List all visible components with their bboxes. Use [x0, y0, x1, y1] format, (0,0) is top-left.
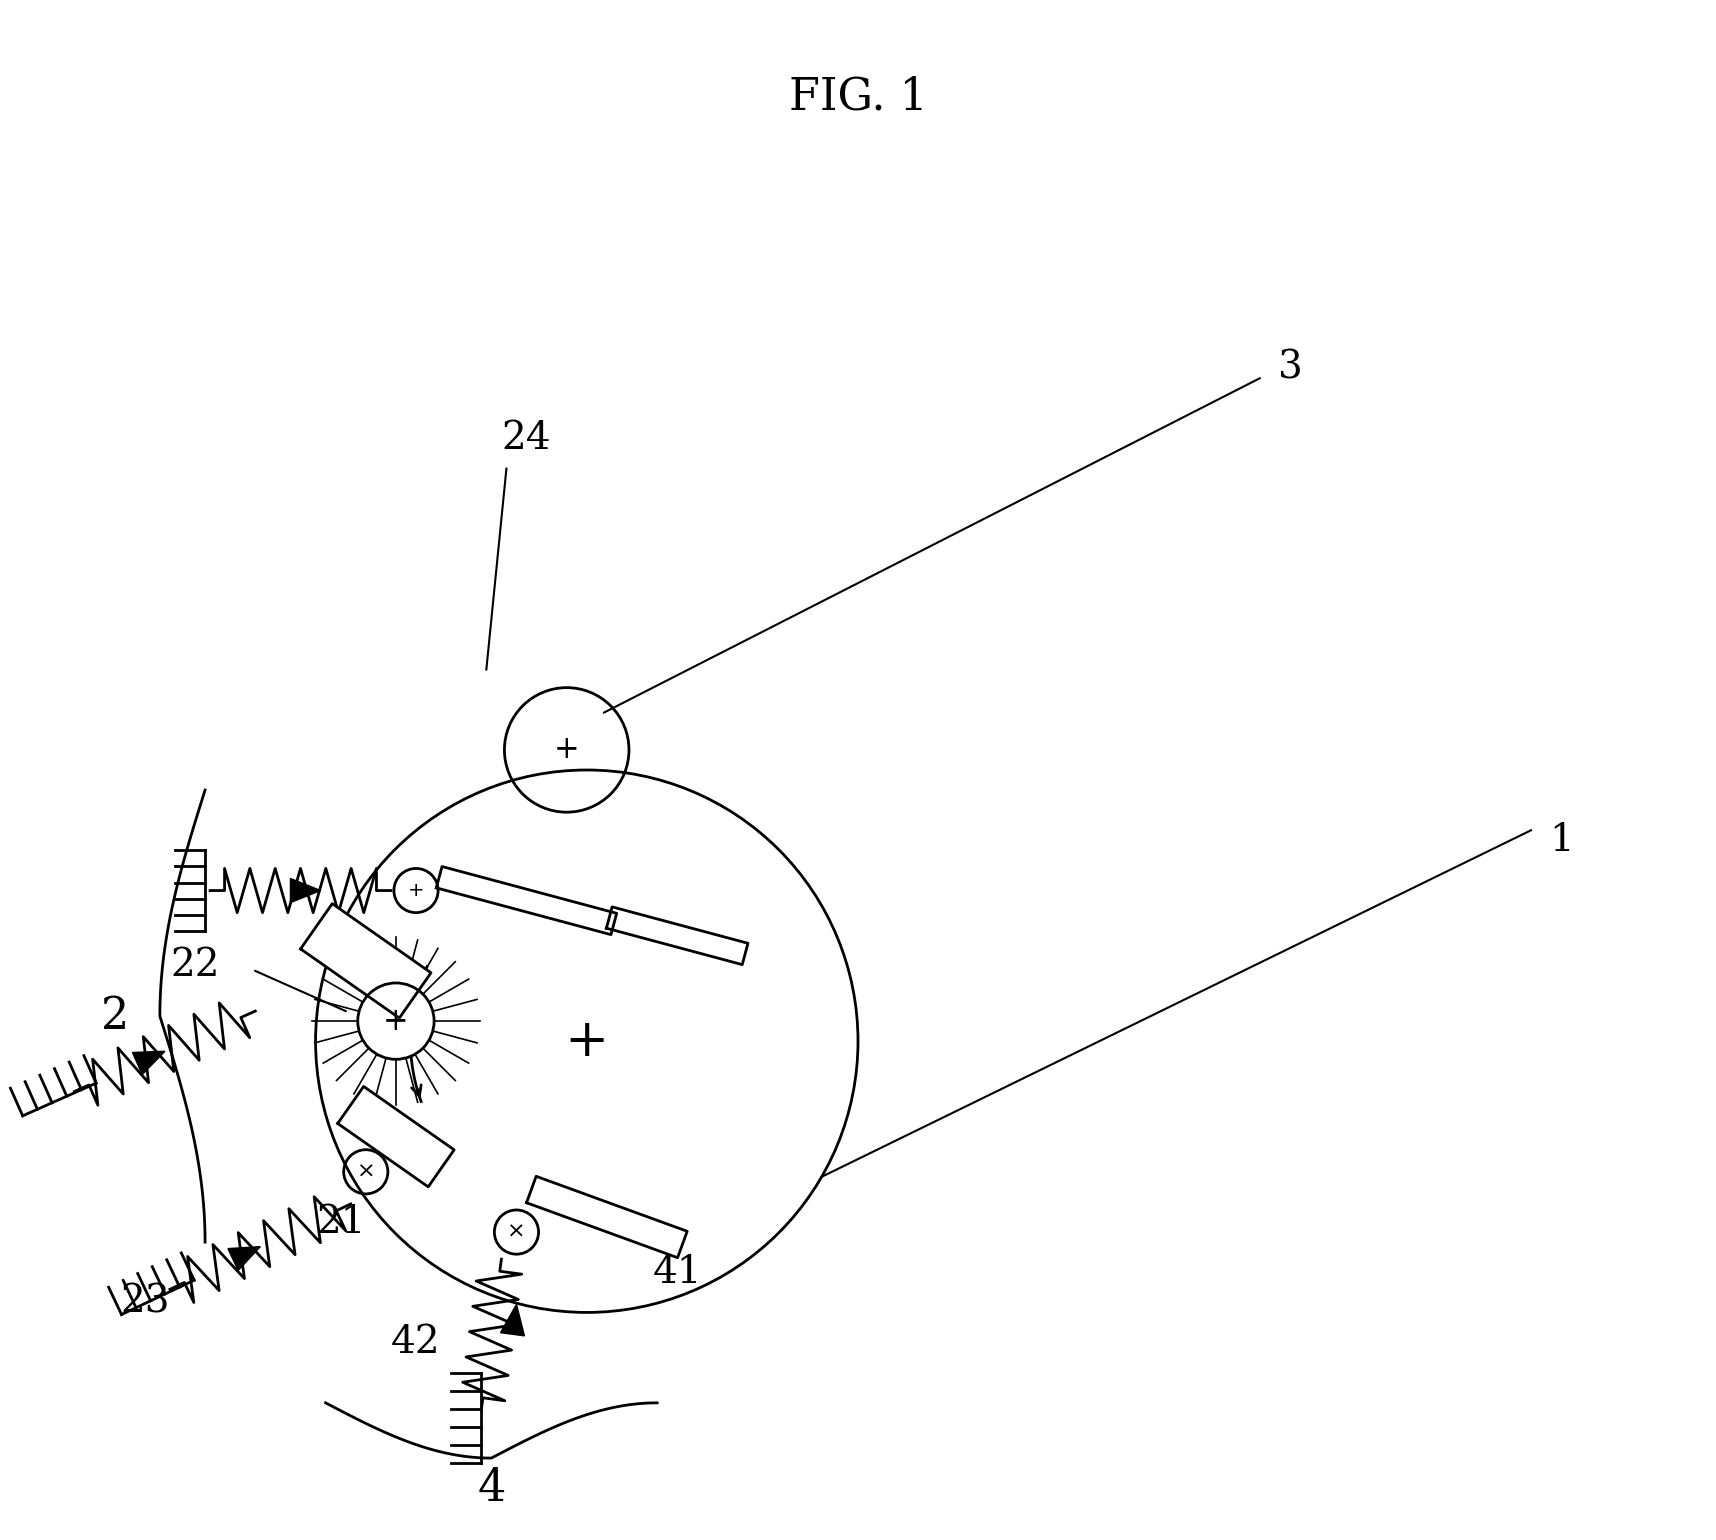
Polygon shape	[527, 1177, 686, 1258]
Polygon shape	[228, 1247, 261, 1270]
Text: 23: 23	[120, 1284, 170, 1321]
Text: ×: ×	[357, 1161, 376, 1181]
Text: 1: 1	[1550, 822, 1574, 859]
Text: 21: 21	[316, 1204, 366, 1241]
Text: 2: 2	[101, 995, 129, 1038]
Text: +: +	[554, 735, 580, 765]
Text: +: +	[565, 1016, 609, 1067]
Text: +: +	[383, 1006, 408, 1036]
Text: ×: ×	[508, 1223, 525, 1243]
Text: 22: 22	[170, 947, 220, 984]
Text: 41: 41	[652, 1254, 702, 1291]
Text: 4: 4	[477, 1466, 506, 1509]
Polygon shape	[338, 1086, 455, 1187]
Polygon shape	[501, 1304, 525, 1335]
Polygon shape	[290, 878, 321, 902]
Text: +: +	[408, 881, 424, 899]
Polygon shape	[132, 1052, 165, 1075]
Text: 42: 42	[391, 1324, 441, 1361]
Circle shape	[357, 983, 434, 1060]
Polygon shape	[300, 904, 431, 1018]
Text: 3: 3	[1278, 350, 1302, 387]
Text: FIG. 1: FIG. 1	[789, 75, 927, 119]
Text: 24: 24	[501, 420, 551, 457]
